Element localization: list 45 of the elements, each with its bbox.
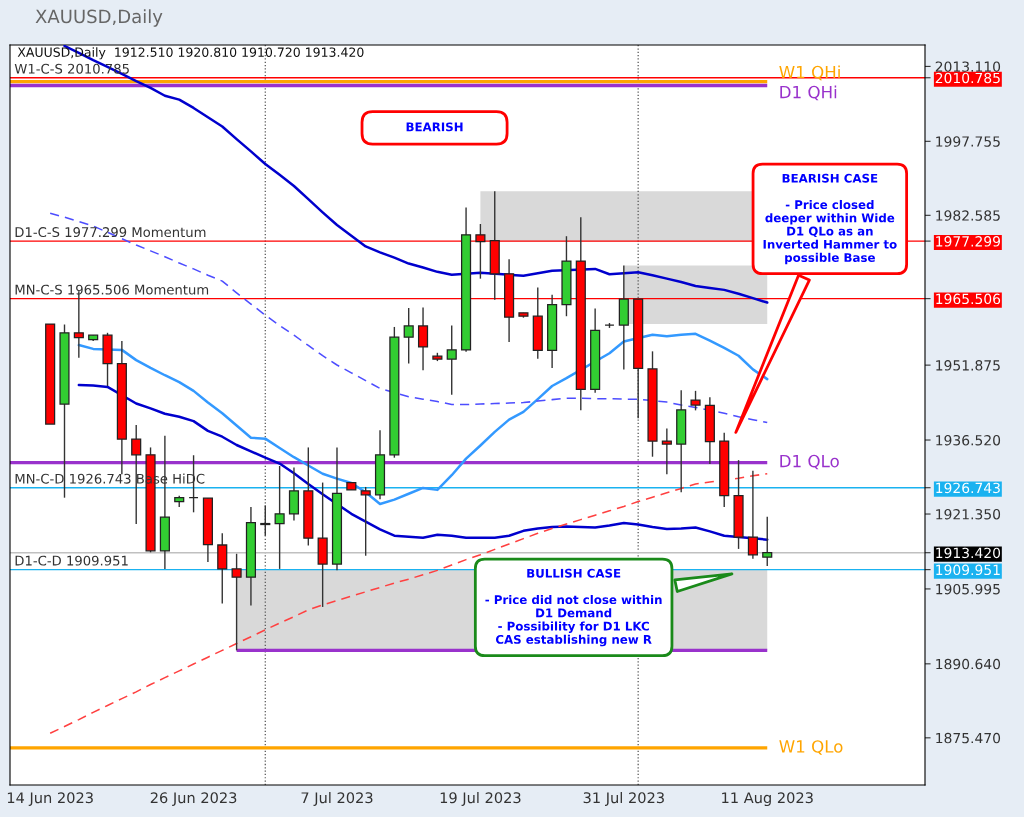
- candlestick: [360, 486, 371, 557]
- x-tick-label: 31 Jul 2023: [583, 791, 664, 806]
- text: BULLISH CASE - Price did not close within D1 Demand - Possibility for D1 LKC CAS establishing new R: [485, 568, 662, 647]
- x-tick-label: 19 Jul 2023: [440, 791, 521, 806]
- x-tick-label: 7 Jul 2023: [301, 791, 373, 806]
- x-tick-label: 26 Jun 2023: [150, 792, 237, 806]
- candlestick: [747, 470, 758, 560]
- ref-line-label: W1 QLo: [779, 740, 843, 755]
- ref-line-label: D1-C-S 1977.299 Momentum: [15, 227, 206, 238]
- y-tick-label: 1997.755: [936, 136, 1000, 147]
- candlestick: [661, 427, 672, 475]
- y-tick-label: 2013.110: [935, 61, 1001, 72]
- candlestick: [417, 306, 429, 372]
- ref-line-label: D1 QHi: [780, 85, 837, 101]
- ref-line-label: W1 QHi: [779, 65, 840, 81]
- y-tick-label: 1905.995: [936, 583, 1000, 595]
- y-tick-label: 1875.470: [936, 732, 1001, 744]
- candlestick: [690, 390, 701, 412]
- y-tick-label: 1913.420: [936, 547, 1001, 559]
- candlestick: [274, 465, 285, 570]
- candlestick: [403, 307, 414, 365]
- y-tick-label: 1936.520: [936, 434, 1001, 446]
- text: BEARISH CASE - Price closed deeper within Wide D1 QLo as an Inverted Hammer to possible Base: [763, 173, 897, 265]
- y-tick-label: 1965.506: [936, 293, 1001, 305]
- y-tick-label: 1909.951: [936, 564, 1000, 576]
- y-tick-label: 1890.640: [936, 658, 1001, 670]
- annotation: BEARISH: [406, 122, 463, 132]
- candlestick: [446, 324, 457, 396]
- y-tick-label: 1921.350: [936, 508, 1001, 520]
- candlestick: [288, 466, 300, 522]
- candlestick: [231, 553, 242, 652]
- y-tick-label: 1951.875: [936, 360, 1000, 371]
- candlestick: [217, 532, 228, 605]
- ref-line-label: D1 QLo: [780, 454, 839, 470]
- candlestick: [762, 515, 773, 567]
- x-tick-label: 11 Aug 2023: [722, 792, 813, 807]
- ref-line-label: MN-C-S 1965.506 Momentum: [15, 284, 209, 295]
- y-tick-label: 1982.585: [936, 210, 1000, 221]
- chart-title: XAUUSD,Daily: [35, 9, 163, 27]
- ref-line-label: D1-C-D 1909.951: [15, 555, 128, 566]
- y-tick-label: 1977.299: [936, 236, 1001, 247]
- candlestick: [260, 504, 271, 537]
- y-tick-label: 2010.785: [935, 72, 1000, 84]
- x-tick-label: 14 Jun 2023: [7, 792, 93, 806]
- y-tick-label: 1926.743: [936, 482, 1000, 494]
